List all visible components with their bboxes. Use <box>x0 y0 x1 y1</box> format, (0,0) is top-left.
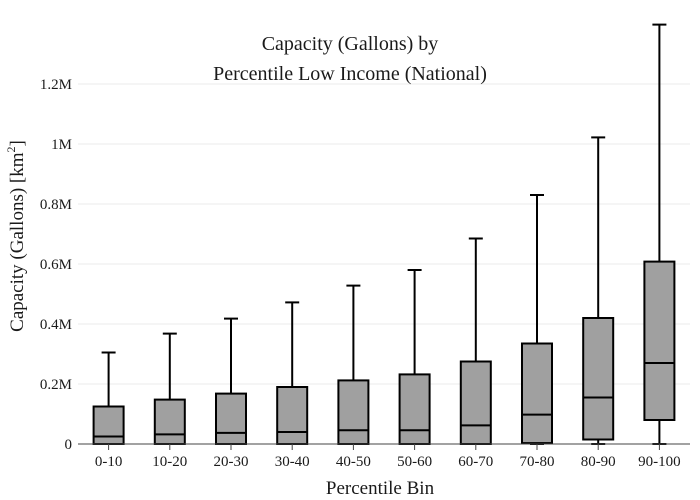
iqr-box <box>643 260 676 421</box>
x-axis-title: Percentile Bin <box>326 478 435 499</box>
iqr-box <box>459 360 492 445</box>
iqr-box <box>215 392 247 446</box>
chart-title-line-2: Percentile Low Income (National) <box>213 63 487 85</box>
iqr-box <box>153 398 186 446</box>
y-axis-title: Capacity (Gallons) [km2] <box>4 140 28 332</box>
y-tick-label: 1.2M <box>40 77 72 93</box>
box-70-80 <box>521 194 553 445</box>
y-axis-title-suffix: ] <box>7 140 28 146</box>
x-tick-label: 50-60 <box>397 454 432 470</box>
y-tick-label: 0.6M <box>40 257 72 273</box>
x-tick-label: 30-40 <box>275 454 310 470</box>
box-80-90 <box>582 136 615 445</box>
x-tick-label: 90-100 <box>638 454 681 470</box>
box-40-50 <box>337 284 370 445</box>
y-axis-title-main: Capacity (Gallons) [km <box>7 152 28 332</box>
y-axis-title-superscript: 2 <box>4 146 18 152</box>
y-tick-label: 0.4M <box>40 317 72 333</box>
iqr-box <box>92 405 125 445</box>
box-90-100 <box>643 23 676 445</box>
box-30-40 <box>276 301 309 445</box>
x-tick-label: 70-80 <box>520 454 555 470</box>
x-tick-label: 60-70 <box>458 454 493 470</box>
x-tick-label: 0-10 <box>95 454 123 470</box>
box-50-60 <box>398 269 431 445</box>
x-tick-label: 80-90 <box>581 454 616 470</box>
box-0-10 <box>92 351 125 445</box>
box-20-30 <box>215 317 247 446</box>
iqr-box <box>337 379 370 445</box>
box-60-70 <box>459 237 492 445</box>
iqr-box <box>521 342 553 445</box>
iqr-box <box>582 317 615 441</box>
chart-title-line-1: Capacity (Gallons) by <box>262 33 439 55</box>
x-tick-label: 20-30 <box>214 454 249 470</box>
iqr-box <box>276 386 309 445</box>
y-tick-label: 0 <box>65 437 73 453</box>
box-10-20 <box>153 332 186 446</box>
y-tick-label: 0.8M <box>40 197 72 213</box>
iqr-box <box>398 373 431 445</box>
x-tick-label: 10-20 <box>152 454 187 470</box>
axes: 0 0.2M 0.4M 0.6M 0.8M 1M 1.2M 0-10 10-20 20-30 30-… <box>40 77 690 470</box>
box-series <box>92 23 676 446</box>
y-tick-label: 0.2M <box>40 377 72 393</box>
x-tick-label: 40-50 <box>336 454 371 470</box>
y-tick-label: 1M <box>51 137 72 153</box>
